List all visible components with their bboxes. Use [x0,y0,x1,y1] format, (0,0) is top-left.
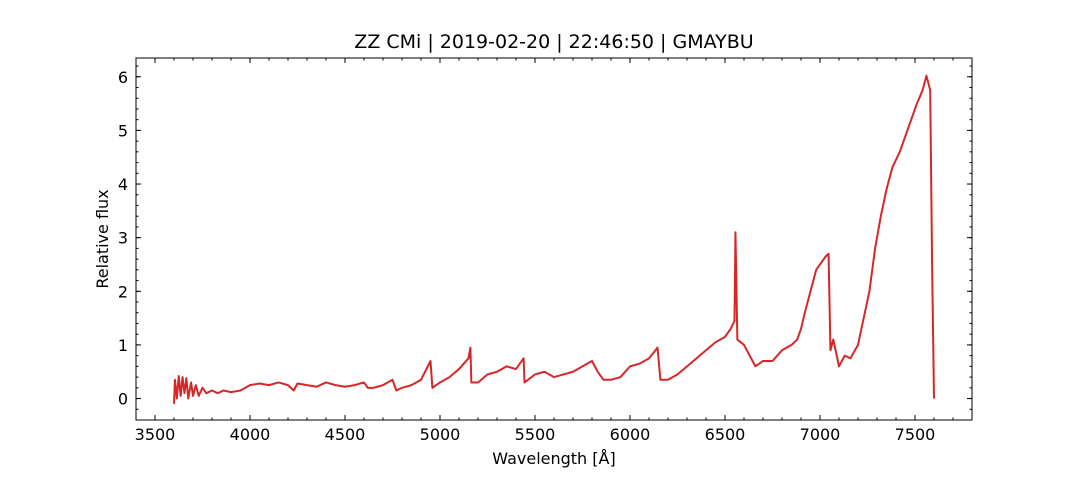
plot-frame [135,57,973,421]
y-tick-label: 2 [118,282,128,301]
x-tick-label: 6500 [705,425,746,444]
y-tick-label: 5 [118,121,128,140]
y-tick-label: 3 [118,229,128,248]
x-tick-label: 7000 [800,425,841,444]
y-axis-label: Relative flux [93,189,112,288]
y-tick-label: 4 [118,175,128,194]
chart-title: ZZ CMi | 2019-02-20 | 22:46:50 | GMAYBU [354,31,753,53]
x-tick-label: 3500 [135,425,176,444]
y-tick-label: 1 [118,336,128,355]
x-tick-label: 5000 [420,425,461,444]
x-tick-label: 4000 [230,425,271,444]
x-tick-label: 4500 [325,425,366,444]
y-tick-label: 6 [118,68,128,87]
spectrum-line [173,74,935,404]
x-tick-label: 7500 [895,425,936,444]
y-tick-label: 0 [118,390,128,409]
x-tick-label: 6000 [610,425,651,444]
x-tick-label: 5500 [515,425,556,444]
x-axis-label: Wavelength [Å] [492,449,615,468]
